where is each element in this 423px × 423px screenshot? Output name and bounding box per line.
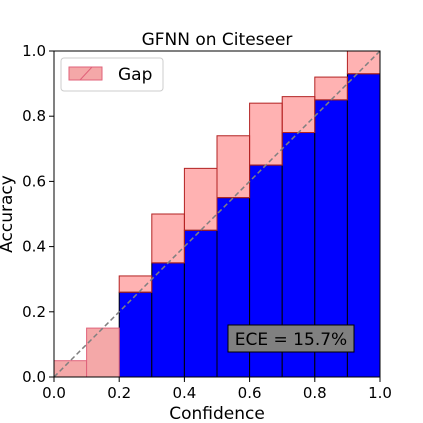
x-axis: 0.0 0.2 0.4 0.6 0.8 1.0 (42, 377, 392, 402)
gap-bar (151, 213, 185, 264)
y-tick-label: 0.8 (22, 107, 46, 125)
legend-gap-hatch (79, 66, 93, 81)
x-tick-label: 1.0 (368, 384, 392, 402)
ece-annotation-box (227, 324, 355, 353)
gap-bar (216, 135, 251, 199)
ece-annotation: ECE = 15.7% (227, 324, 355, 353)
y-tick-label: 0.4 (22, 238, 46, 256)
gap-bar (118, 275, 153, 293)
y-tick-label: 1.0 (22, 42, 46, 60)
output-bar (118, 291, 153, 378)
ece-annotation-text: ECE = 15.7% (235, 330, 347, 350)
chart-title: GFNN on Citeseer (142, 30, 293, 50)
x-tick-label: 0.8 (303, 384, 327, 402)
y-tick-label: 0.2 (22, 303, 46, 321)
legend: Gap (60, 57, 164, 92)
output-bar (183, 229, 218, 378)
y-axis: 0.0 0.2 0.4 0.6 0.8 1.0 (22, 42, 54, 386)
gap-bar (346, 50, 381, 75)
x-tick-label: 0.2 (107, 384, 131, 402)
gap-bar (314, 76, 348, 101)
x-tick-label: 0.6 (238, 384, 262, 402)
legend-gap-label: Gap (118, 65, 152, 85)
x-tick-label: 0.0 (42, 384, 66, 402)
y-axis-label: Accuracy (0, 175, 17, 253)
x-axis-label: Confidence (169, 404, 265, 423)
y-tick-label: 0.6 (22, 172, 46, 190)
gap-bar (249, 102, 283, 166)
axes-frame (53, 50, 381, 378)
gap-bar (183, 167, 218, 231)
gap-bar (53, 360, 88, 378)
gap-bar (86, 327, 120, 378)
perfect-calibration-line (53, 50, 381, 378)
output-bar (151, 262, 185, 378)
gap-bar (281, 96, 316, 133)
legend-box (60, 57, 164, 92)
x-tick-label: 0.4 (172, 384, 196, 402)
y-tick-label: 0.0 (22, 368, 46, 386)
